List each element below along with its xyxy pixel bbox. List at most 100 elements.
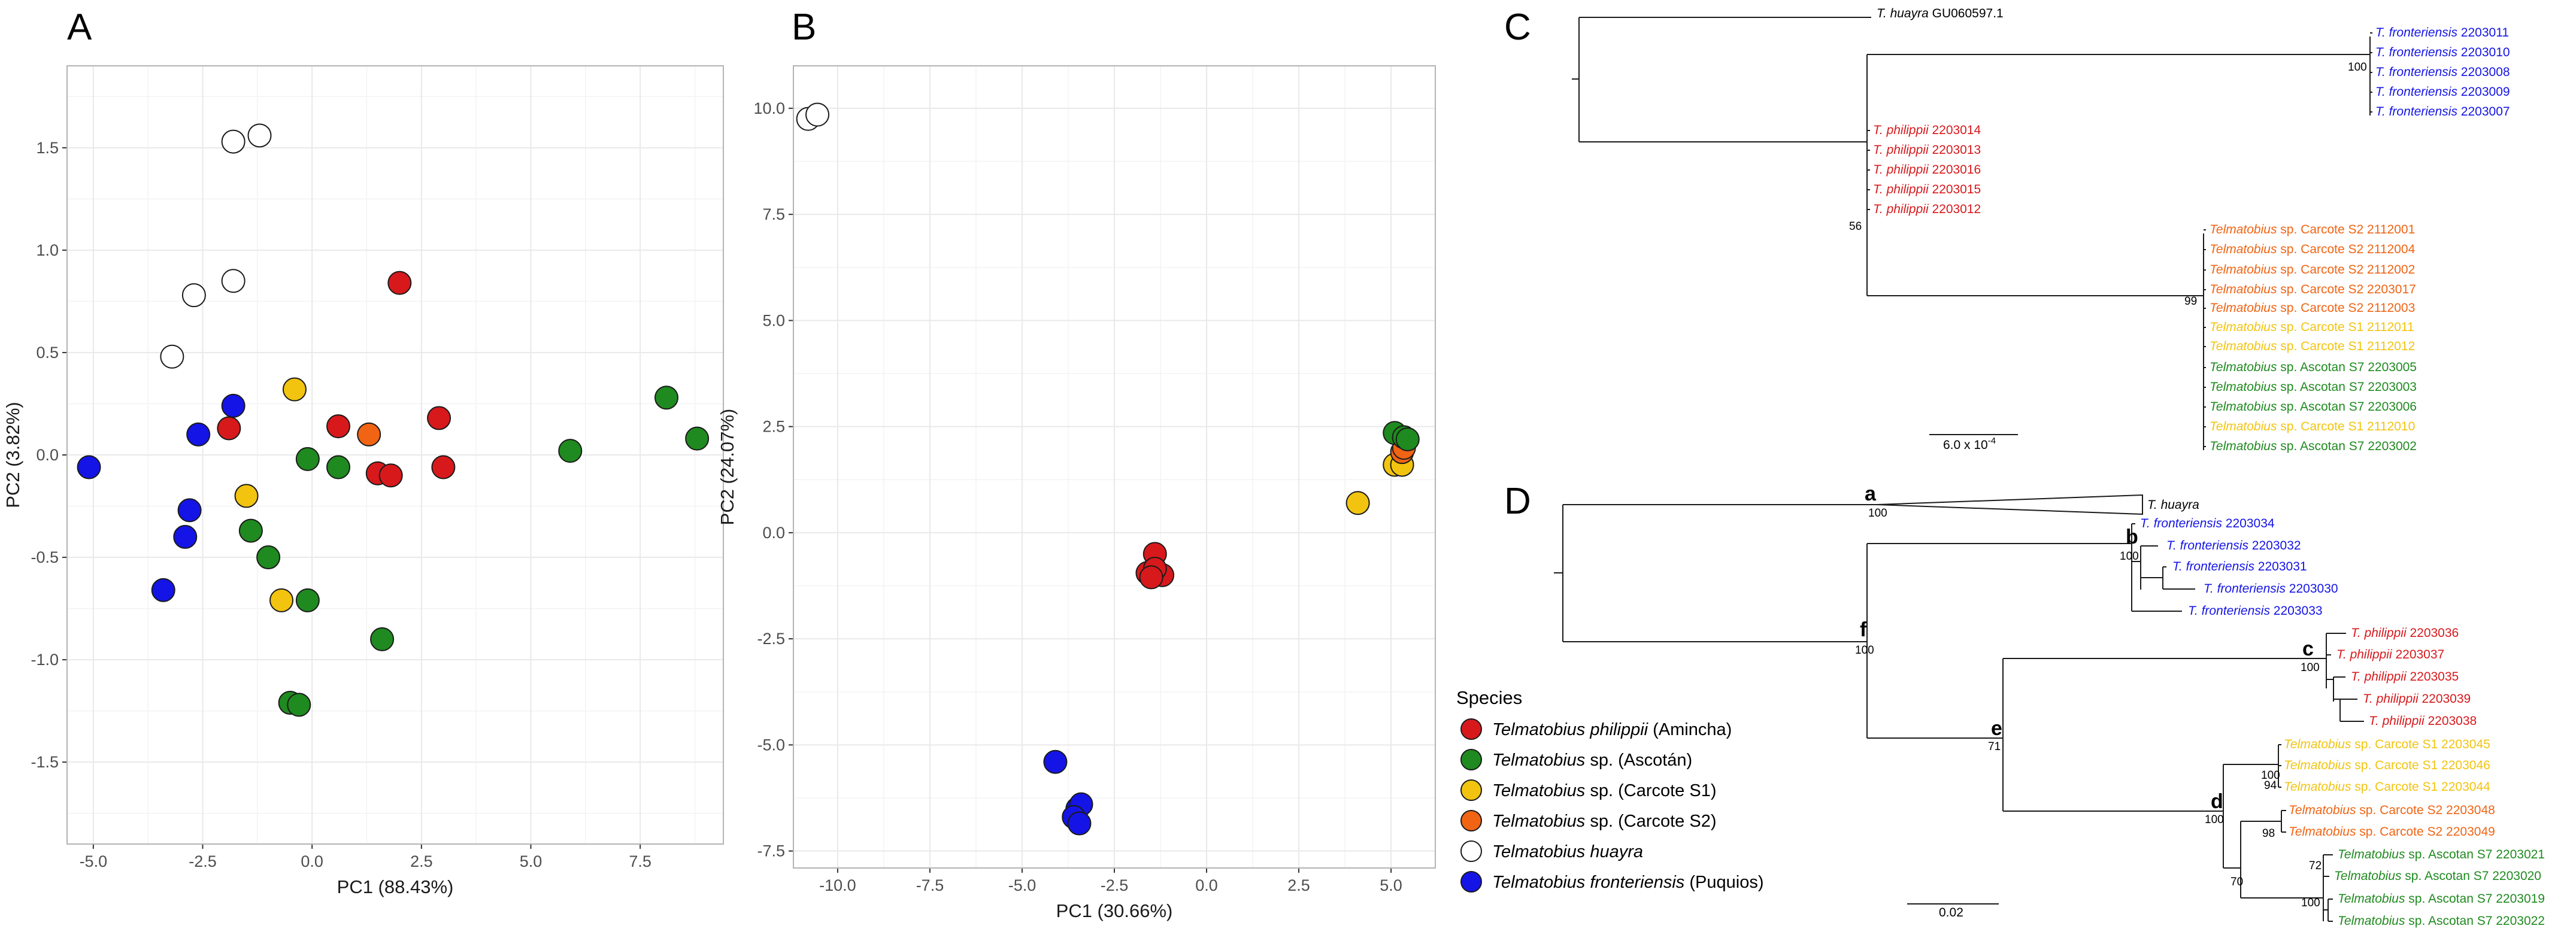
scatter-point-philippii bbox=[431, 455, 456, 479]
scatter-point-huayra bbox=[247, 123, 272, 148]
tree-leaf-label: T. philippii 2203015 bbox=[1873, 183, 1981, 196]
leaf-taxon: Telmatobius bbox=[2338, 892, 2405, 906]
scatter-point-philippii bbox=[217, 416, 241, 441]
leaf-sample-code: 2203034 bbox=[2226, 517, 2275, 530]
leaf-population: sp. Ascotan S7 bbox=[2277, 380, 2368, 394]
leaf-population: sp. Ascotan S7 bbox=[2277, 439, 2368, 453]
leaf-taxon: Telmatobius bbox=[2210, 400, 2277, 414]
legend-swatch-ascotan bbox=[1460, 749, 1482, 770]
support-value: 100 bbox=[2301, 897, 2320, 909]
y-tick-label: 10.0 bbox=[753, 99, 785, 117]
node-letter-f: f bbox=[1860, 618, 1867, 641]
y-tick-label: -0.5 bbox=[31, 548, 59, 566]
leaf-taxon: T. huayra bbox=[1877, 7, 1929, 20]
scatter-point-ascotan bbox=[238, 518, 263, 543]
scale-value: 6.0 x 10 bbox=[1943, 438, 1988, 452]
tree-leaf-label: Telmatobius sp. Carcote S1 2112012 bbox=[2210, 339, 2415, 353]
leaf-taxon: T. philippii bbox=[2369, 714, 2425, 728]
tree-leaf-label: T. fronteriensis 2203011 bbox=[2375, 26, 2509, 40]
leaf-population: sp. Carcote S1 bbox=[2277, 320, 2367, 334]
leaf-taxon: T. philippii bbox=[1873, 163, 1929, 177]
plot-frame bbox=[793, 65, 1436, 869]
leaf-sample-code: 2203033 bbox=[2274, 604, 2323, 618]
legend-epithet: philippii bbox=[1585, 720, 1648, 739]
tree-leaf-label: Telmatobius sp. Ascotan S7 2203019 bbox=[2338, 892, 2545, 906]
leaf-sample-code: 2203002 bbox=[2368, 439, 2417, 453]
node-letter-a: a bbox=[1865, 482, 1877, 505]
tree-leaf-label: T. philippii 2203014 bbox=[1873, 123, 1981, 137]
leaf-taxon: Telmatobius bbox=[2338, 914, 2405, 928]
leaf-taxon: Telmatobius bbox=[2210, 380, 2277, 394]
legend-genus: Telmatobius bbox=[1492, 873, 1585, 892]
leaf-population: sp. Carcote S1 bbox=[2351, 780, 2441, 794]
leaf-sample-code: 2203003 bbox=[2368, 380, 2417, 394]
scatter-point-ascotan bbox=[654, 386, 679, 410]
species-legend: Species Telmatobius philippii (Amincha)T… bbox=[1456, 687, 1763, 893]
tree-leaf-label: Telmatobius sp. Carcote S2 2112001 bbox=[2210, 223, 2415, 236]
y-tick-label: 7.5 bbox=[762, 205, 785, 223]
legend-locality: sp. (Carcote S2) bbox=[1585, 812, 1716, 831]
leaf-sample-code: 2203015 bbox=[1932, 183, 1981, 196]
legend-epithet: fronteriensis bbox=[1585, 873, 1684, 892]
support-value: 100 bbox=[2261, 769, 2280, 782]
tree-leaf-label: Telmatobius sp. Carcote S1 2112011 bbox=[2210, 320, 2414, 334]
pca-plot-a: -5.0 -2.5 0.0 2.5 5.0 7.5 -1.5 -1.0 -0.5 0.0 0.5 1.… bbox=[2, 65, 724, 897]
leaf-taxon: T. huayra bbox=[2147, 498, 2199, 512]
leaf-taxon: Telmatobius bbox=[2284, 780, 2351, 794]
legend-label-fronteriensis: Telmatobius fronteriensis (Puquios) bbox=[1492, 873, 1763, 892]
scatter-point-philippii bbox=[427, 406, 451, 430]
leaf-sample-code: 2203012 bbox=[1932, 202, 1981, 216]
leaf-taxon: T. philippii bbox=[1873, 202, 1929, 216]
x-tick-label: -2.5 bbox=[189, 852, 217, 870]
tree-leaf-label: Telmatobius sp. Carcote S2 2203017 bbox=[2210, 283, 2416, 296]
legend-title: Species bbox=[1456, 687, 1522, 708]
tree-leaf-label: Telmatobius sp. Ascotan S7 2203021 bbox=[2338, 848, 2545, 861]
leaf-taxon: T. fronteriensis bbox=[2375, 65, 2457, 79]
leaf-population: sp. Carcote S2 bbox=[2277, 223, 2367, 236]
leaf-population: sp. Ascotan S7 bbox=[2405, 892, 2496, 906]
y-tick-label: 1.5 bbox=[36, 139, 59, 157]
support-value: 71 bbox=[1988, 740, 2001, 753]
support-value: 72 bbox=[2309, 860, 2322, 872]
leaf-sample-code: 2112012 bbox=[2367, 339, 2415, 353]
node-letter-d: d bbox=[2211, 790, 2223, 813]
panel-label-a: A bbox=[67, 7, 92, 48]
y-tick-label: 0.5 bbox=[36, 344, 59, 362]
legend-locality: sp. (Carcote S1) bbox=[1585, 781, 1716, 800]
scale-exponent: -4 bbox=[1988, 436, 1996, 446]
y-tick-label: 0.0 bbox=[762, 524, 785, 542]
scatter-point-carcote_s1 bbox=[269, 588, 294, 612]
tree-leaf-label: Telmatobius sp. Ascotan S7 2203020 bbox=[2334, 869, 2541, 883]
scatter-point-fronteriensis bbox=[221, 393, 246, 418]
legend-epithet: huayra bbox=[1585, 842, 1643, 861]
x-tick-label: 0.0 bbox=[301, 852, 323, 870]
tree-leaf-label: Telmatobius sp. Carcote S1 2203045 bbox=[2284, 737, 2490, 751]
leaf-sample-code: 2203049 bbox=[2446, 825, 2495, 839]
leaf-sample-code: 2112003 bbox=[2367, 301, 2415, 315]
leaf-population: sp. Carcote S2 bbox=[2356, 803, 2446, 817]
leaf-sample-code: 2203008 bbox=[2461, 65, 2510, 79]
tree-leaf-label: Telmatobius sp. Carcote S2 2112004 bbox=[2210, 242, 2416, 256]
y-axis-title: PC2 (24.07%) bbox=[717, 409, 738, 526]
x-tick-label: 5.0 bbox=[1380, 876, 1402, 894]
leaf-taxon: Telmatobius bbox=[2210, 339, 2277, 353]
leaf-taxon: Telmatobius bbox=[2289, 803, 2356, 817]
scatter-point-ascotan bbox=[295, 447, 320, 471]
tree-leaf-label: T. fronteriensis 2203032 bbox=[2166, 539, 2301, 553]
tree-leaf-label: Telmatobius sp. Carcote S2 2112003 bbox=[2210, 301, 2415, 315]
leaf-sample-code: 2203006 bbox=[2368, 400, 2417, 414]
tree-leaf-label: T. huayra GU060597.1 bbox=[1877, 7, 2004, 20]
leaf-taxon: T. philippii bbox=[2363, 692, 2419, 706]
leaf-sample-code: 2203013 bbox=[1932, 143, 1981, 157]
leaf-taxon: Telmatobius bbox=[2284, 737, 2351, 751]
y-tick-label: 1.0 bbox=[36, 241, 59, 259]
scatter-point-fronteriensis bbox=[173, 524, 198, 549]
tree-leaf-label: T. philippii 2203037 bbox=[2336, 648, 2444, 661]
y-tick-label: -5.0 bbox=[757, 736, 785, 754]
leaf-sample-code: 2203036 bbox=[2410, 626, 2459, 640]
tree-leaf-label: T. fronteriensis 2203007 bbox=[2375, 105, 2510, 119]
leaf-population: sp. Carcote S1 bbox=[2351, 737, 2441, 751]
leaf-sample-code: 2203005 bbox=[2368, 360, 2417, 374]
leaf-taxon: T. fronteriensis bbox=[2375, 105, 2457, 119]
